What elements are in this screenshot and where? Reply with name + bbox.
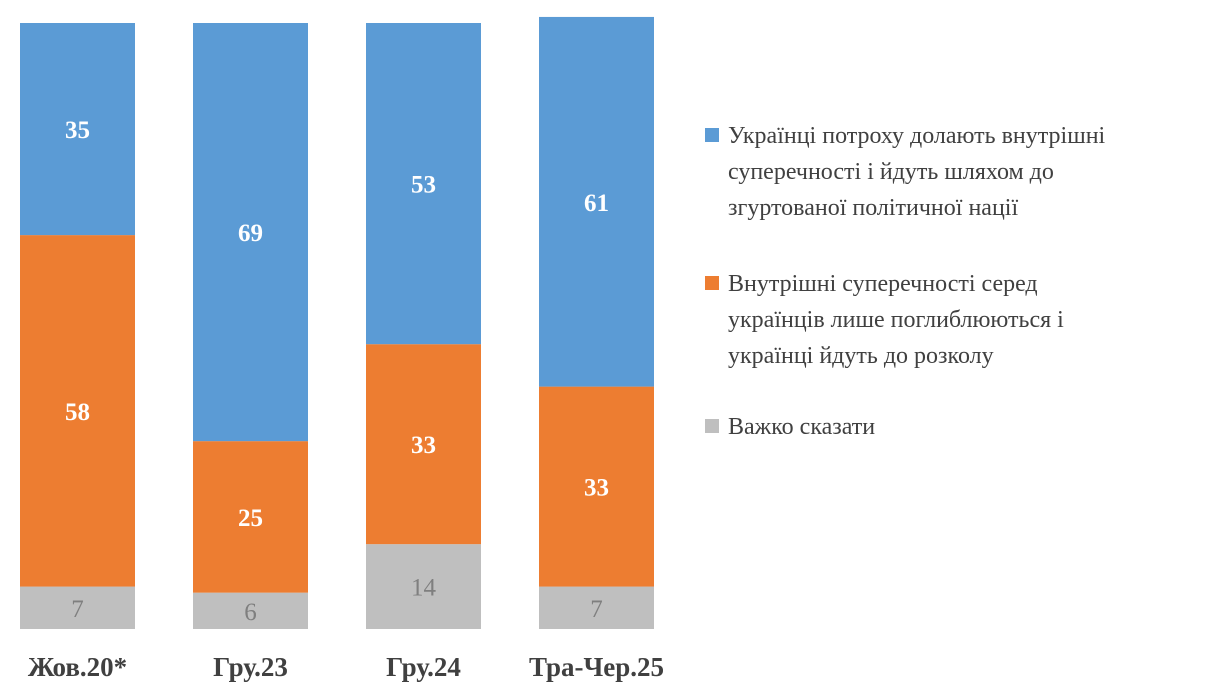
bar-segment bbox=[193, 592, 308, 629]
bar-segment bbox=[193, 23, 308, 442]
legend-swatch bbox=[705, 419, 719, 433]
legend-label: Українці потроху долають внутрішні супере… bbox=[728, 123, 1106, 221]
data-label: 7 bbox=[590, 596, 603, 623]
data-label: 69 bbox=[238, 220, 263, 247]
data-label: 35 bbox=[65, 117, 90, 144]
legend-label: Внутрішні суперечності серед українців ли… bbox=[728, 271, 1064, 369]
x-tick-label: Жов.20* bbox=[28, 652, 127, 682]
bar-segment bbox=[20, 23, 135, 236]
bar-segment bbox=[539, 386, 654, 587]
legend-swatch bbox=[705, 276, 719, 290]
x-tick-label: Гру.23 bbox=[213, 652, 288, 682]
data-label: 7 bbox=[71, 596, 84, 623]
x-tick-label: Гру.24 bbox=[386, 652, 461, 682]
stacked-bar-chart: 7 58 35 Жов.20* 6 25 69 Гру.23 14 33 53 Гру.24 7 33 61… bbox=[20, 16, 664, 682]
data-label: 33 bbox=[584, 475, 609, 502]
x-tick-label: Тра-Чер.25 bbox=[529, 652, 664, 682]
bar-segment bbox=[539, 586, 654, 629]
legend-item: Внутрішні суперечності серед українців ли… bbox=[705, 266, 1198, 374]
bar-segment bbox=[366, 544, 481, 629]
legend-item: Українці потроху долають внутрішні супере… bbox=[705, 118, 1198, 226]
bar-segment bbox=[366, 23, 481, 345]
data-label: 33 bbox=[411, 432, 436, 459]
bar-segment bbox=[20, 235, 135, 587]
data-label: 53 bbox=[411, 172, 436, 199]
data-label: 58 bbox=[65, 399, 90, 426]
data-label: 6 bbox=[244, 599, 257, 626]
bar-segment bbox=[366, 344, 481, 545]
bar-segment bbox=[193, 441, 308, 593]
data-label: 25 bbox=[238, 505, 263, 532]
data-label: 61 bbox=[584, 190, 609, 217]
legend-item: Важко сказати bbox=[705, 409, 1198, 445]
legend-swatch bbox=[705, 128, 719, 142]
bar-segment bbox=[539, 16, 654, 387]
bar-segment bbox=[20, 586, 135, 629]
data-label: 14 bbox=[411, 575, 437, 602]
legend-label: Важко сказати bbox=[728, 414, 876, 440]
